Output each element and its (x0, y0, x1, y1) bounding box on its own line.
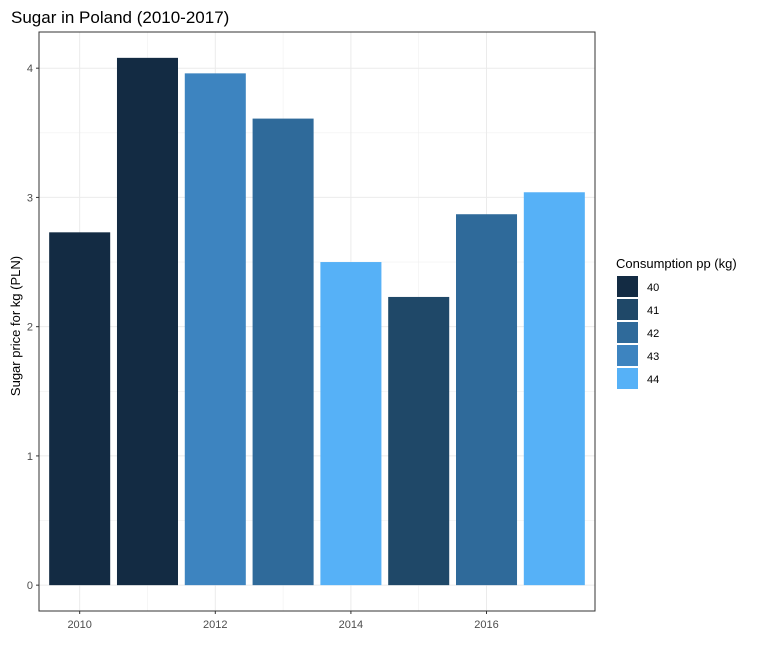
y-tick-label: 1 (27, 451, 33, 463)
bar-2014 (320, 262, 382, 586)
legend-key-41 (617, 299, 638, 320)
x-tick-label: 2012 (203, 619, 227, 631)
legend-label: 41 (647, 305, 659, 317)
bar-2012 (184, 73, 246, 586)
y-axis-ticks: 0 1 2 3 4 (27, 63, 39, 592)
plot-panel-border (38, 31, 596, 612)
bar-2015 (388, 296, 450, 586)
bar-2017 (523, 192, 585, 586)
x-tick-label: 2010 (67, 619, 91, 631)
legend-label: 44 (647, 374, 659, 386)
y-tick-label: 2 (27, 322, 33, 334)
bar-2016 (456, 214, 518, 586)
chart-title: Sugar in Poland (2010-2017) (11, 8, 229, 27)
x-axis-ticks: 2010 2012 2014 2016 (67, 611, 499, 631)
y-tick-label: 3 (27, 192, 33, 204)
bar-2011 (116, 57, 178, 586)
x-tick-label: 2014 (339, 619, 363, 631)
bar-2013 (252, 118, 314, 586)
legend: Consumption pp (kg) 40 41 42 43 44 (616, 256, 737, 389)
legend-label: 42 (647, 328, 659, 340)
legend-key-42 (617, 322, 638, 343)
legend-title: Consumption pp (kg) (616, 256, 737, 271)
legend-label: 40 (647, 282, 659, 294)
legend-key-40 (617, 276, 638, 297)
y-tick-label: 0 (27, 580, 33, 592)
y-tick-label: 4 (27, 63, 33, 75)
bars (49, 57, 585, 586)
x-tick-label: 2016 (474, 619, 498, 631)
y-axis-title: Sugar price for kg (PLN) (8, 256, 23, 396)
bar-2010 (49, 232, 111, 586)
legend-key-43 (617, 345, 638, 366)
legend-key-44 (617, 368, 638, 389)
legend-label: 43 (647, 351, 659, 363)
